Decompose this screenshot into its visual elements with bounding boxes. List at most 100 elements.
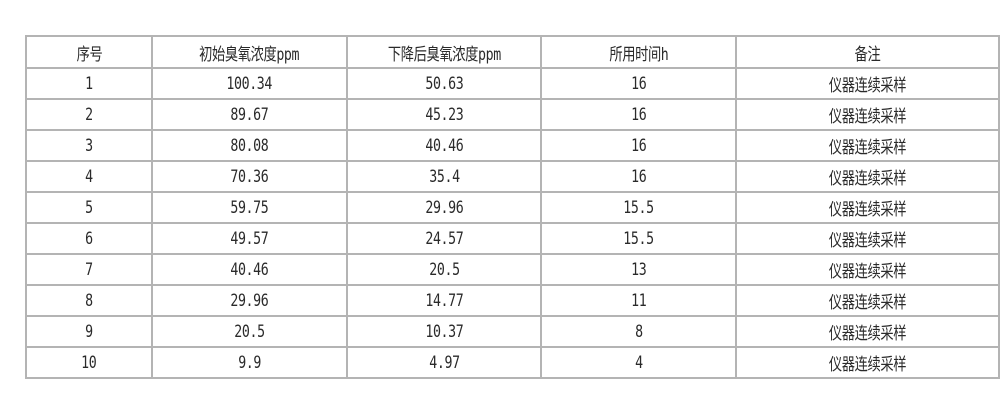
cell-text: 45.23 [425, 104, 463, 125]
cell-text: 29.96 [230, 290, 269, 311]
table-row: 2 89.67 45.23 16 仪器连续采样 [25, 98, 1000, 131]
cell-text: 11 [630, 290, 647, 311]
cell-reduced-ozone-ppm: 50.63 [346, 67, 542, 100]
cell-reduced-ozone-ppm: 4.97 [346, 346, 542, 379]
cell-reduced-ozone-ppm: 45.23 [346, 98, 542, 131]
cell-text: 8 [85, 290, 93, 311]
cell-text: 4 [85, 166, 93, 187]
cell-index: 7 [25, 253, 153, 286]
cell-text: 15.5 [623, 228, 654, 249]
column-header-index: 序号 [25, 35, 153, 69]
cell-index: 9 [25, 315, 153, 348]
cell-text: 16 [630, 166, 647, 187]
cell-remark: 仪器连续采样 [735, 191, 1000, 224]
cell-text: 仪器连续采样 [828, 107, 907, 127]
cell-text: 仪器连续采样 [828, 138, 907, 158]
cell-initial-ozone-ppm: 49.57 [151, 222, 348, 255]
cell-index: 6 [25, 222, 153, 255]
cell-reduced-ozone-ppm: 14.77 [346, 284, 542, 317]
cell-reduced-ozone-ppm: 20.5 [346, 253, 542, 286]
table-row: 9 20.5 10.37 8 仪器连续采样 [25, 315, 1000, 348]
table-header-row: 序号 初始臭氧浓度ppm 下降后臭氧浓度ppm 所用时间h 备注 [25, 35, 1000, 69]
column-header-time-h: 所用时间h [540, 35, 737, 69]
cell-remark: 仪器连续采样 [735, 253, 1000, 286]
cell-initial-ozone-ppm: 70.36 [151, 160, 348, 193]
cell-index: 1 [25, 67, 153, 100]
cell-reduced-ozone-ppm: 40.46 [346, 129, 542, 162]
cell-time-h: 8 [540, 315, 737, 348]
table-row: 6 49.57 24.57 15.5 仪器连续采样 [25, 222, 1000, 255]
cell-text: 16 [630, 73, 647, 94]
column-header-label: 初始臭氧浓度ppm [199, 44, 300, 65]
cell-remark: 仪器连续采样 [735, 129, 1000, 162]
cell-index: 4 [25, 160, 153, 193]
cell-text: 10.37 [425, 321, 463, 342]
cell-index: 5 [25, 191, 153, 224]
cell-text: 4 [634, 352, 643, 373]
cell-text: 仪器连续采样 [828, 169, 907, 189]
cell-text: 80.08 [230, 135, 269, 156]
cell-reduced-ozone-ppm: 35.4 [346, 160, 542, 193]
cell-text: 20.5 [428, 259, 460, 280]
cell-text: 仪器连续采样 [828, 231, 907, 251]
table-row: 7 40.46 20.5 13 仪器连续采样 [25, 253, 1000, 286]
cell-text: 7 [85, 259, 93, 280]
table-row: 5 59.75 29.96 15.5 仪器连续采样 [25, 191, 1000, 224]
cell-text: 59.75 [230, 197, 269, 218]
cell-time-h: 15.5 [540, 222, 737, 255]
column-header-label: 备注 [854, 44, 881, 65]
ozone-data-table: 序号 初始臭氧浓度ppm 下降后臭氧浓度ppm 所用时间h 备注 1 100.34 50.6… [25, 35, 1000, 379]
table-row: 8 29.96 14.77 11 仪器连续采样 [25, 284, 1000, 317]
cell-text: 100.34 [226, 73, 273, 94]
cell-text: 1 [85, 73, 93, 94]
cell-index: 10 [25, 346, 153, 379]
cell-text: 9.9 [238, 352, 261, 373]
column-header-reduced-ozone-ppm: 下降后臭氧浓度ppm [346, 35, 542, 69]
cell-time-h: 4 [540, 346, 737, 379]
table-row: 1 100.34 50.63 16 仪器连续采样 [25, 67, 1000, 100]
cell-initial-ozone-ppm: 29.96 [151, 284, 348, 317]
cell-time-h: 13 [540, 253, 737, 286]
cell-text: 40.46 [230, 259, 269, 280]
cell-text: 16 [630, 135, 647, 156]
cell-text: 仪器连续采样 [828, 355, 907, 375]
cell-time-h: 15.5 [540, 191, 737, 224]
cell-initial-ozone-ppm: 59.75 [151, 191, 348, 224]
cell-text: 14.77 [425, 290, 463, 311]
cell-text: 49.57 [230, 228, 269, 249]
cell-text: 6 [85, 228, 93, 249]
cell-text: 10 [81, 352, 97, 373]
cell-text: 2 [85, 104, 93, 125]
cell-text: 70.36 [230, 166, 269, 187]
cell-text: 89.67 [230, 104, 269, 125]
cell-remark: 仪器连续采样 [735, 315, 1000, 348]
table-row: 3 80.08 40.46 16 仪器连续采样 [25, 129, 1000, 162]
cell-text: 3 [85, 135, 93, 156]
cell-text: 9 [85, 321, 93, 342]
cell-time-h: 16 [540, 129, 737, 162]
cell-remark: 仪器连续采样 [735, 222, 1000, 255]
cell-reduced-ozone-ppm: 29.96 [346, 191, 542, 224]
cell-index: 3 [25, 129, 153, 162]
cell-initial-ozone-ppm: 9.9 [151, 346, 348, 379]
cell-initial-ozone-ppm: 100.34 [151, 67, 348, 100]
cell-initial-ozone-ppm: 40.46 [151, 253, 348, 286]
cell-text: 4.97 [428, 352, 460, 373]
cell-reduced-ozone-ppm: 10.37 [346, 315, 542, 348]
cell-remark: 仪器连续采样 [735, 98, 1000, 131]
cell-text: 仪器连续采样 [828, 293, 907, 313]
cell-time-h: 16 [540, 98, 737, 131]
column-header-initial-ozone-ppm: 初始臭氧浓度ppm [151, 35, 348, 69]
cell-time-h: 16 [540, 160, 737, 193]
cell-time-h: 11 [540, 284, 737, 317]
cell-text: 40.46 [425, 135, 463, 156]
cell-remark: 仪器连续采样 [735, 160, 1000, 193]
column-header-remark: 备注 [735, 35, 1000, 69]
column-header-label: 所用时间h [608, 44, 669, 65]
cell-text: 8 [634, 321, 643, 342]
cell-time-h: 16 [540, 67, 737, 100]
cell-index: 2 [25, 98, 153, 131]
cell-text: 16 [630, 104, 647, 125]
cell-text: 50.63 [425, 73, 463, 94]
cell-remark: 仪器连续采样 [735, 284, 1000, 317]
